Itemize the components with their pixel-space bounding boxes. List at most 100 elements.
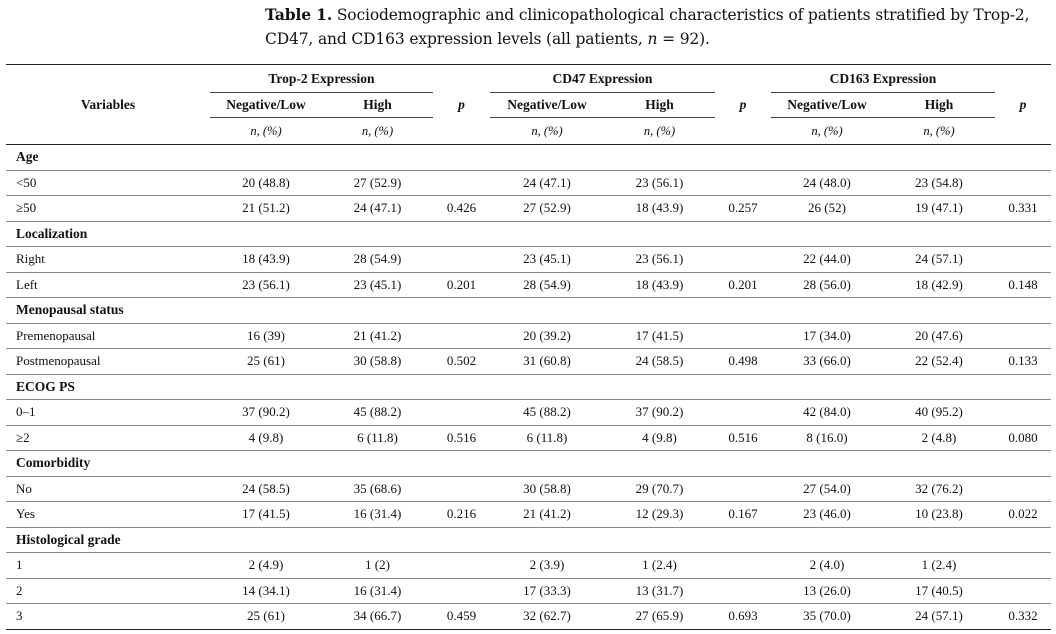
p-value-cell: 0.498: [728, 353, 758, 369]
table-row: <50 20 (48.8) 27 (52.9) 24 (47.1) 23 (56.1) 2…: [6, 170, 1051, 196]
count-cell: 1 (2): [365, 557, 390, 573]
p-value-cell: 0.201: [728, 276, 758, 292]
table-row: ≥50 21 (51.2) 24 (47.1) 0.426 27 (52.9) 18 (4…: [6, 196, 1051, 221]
row-label: No: [16, 480, 32, 496]
row-label: ≥2: [16, 429, 30, 445]
p-value-cell: [995, 323, 1051, 349]
count-cell: 10 (23.8): [915, 506, 963, 522]
p-value-cell: 0.148: [1008, 276, 1038, 292]
table-row: Premenopausal 16 (39) 21 (41.2) 20 (39.2) 17…: [6, 323, 1051, 349]
count-cell: 16 (39): [247, 327, 285, 343]
count-cell: 18 (43.9): [635, 200, 684, 216]
p-value-cell: 0.133: [1008, 353, 1038, 369]
p-value-cell: [995, 400, 1051, 426]
p-value-cell: [715, 323, 771, 349]
count-cell: 24 (48.0): [803, 174, 851, 190]
count-cell: 14 (34.1): [242, 582, 290, 598]
table-body: Age <50 20 (48.8) 27 (52.9) 24 (47.1) 23 (56.…: [6, 145, 1051, 630]
p-value-cell: [715, 553, 771, 579]
table-row: 1 2 (4.9) 1 (2) 2 (3.9) 1 (2.4) 2 (4.0) 1 (2.4…: [6, 553, 1051, 579]
row-label: Postmenopausal: [16, 353, 101, 369]
section-row: Menopausal status: [6, 298, 1051, 323]
count-cell: 21 (51.2): [242, 200, 290, 216]
count-cell: 24 (58.5): [242, 480, 290, 496]
section-title: ECOG PS: [16, 378, 75, 394]
count-cell: 24 (57.1): [915, 608, 963, 624]
table-row: Postmenopausal 25 (61) 30 (58.8) 0.502 31 (6…: [6, 349, 1051, 374]
p-value-cell: [995, 247, 1051, 273]
p-value-cell: 0.516: [446, 429, 477, 445]
count-cell: 8 (16.0): [806, 429, 848, 445]
count-cell: 35 (68.6): [353, 480, 402, 496]
table-caption-text-end: = 92).: [657, 30, 710, 48]
table-row: Right 18 (43.9) 28 (54.9) 23 (45.1) 23 (56.1…: [6, 247, 1051, 273]
p-value-cell: [995, 553, 1051, 579]
count-cell: 27 (52.9): [353, 174, 402, 190]
table-row: Yes 17 (41.5) 16 (31.4) 0.216 21 (41.2) 12 (2…: [6, 502, 1051, 527]
p-value-cell: 0.516: [728, 429, 758, 445]
p-value-cell: 0.426: [446, 200, 477, 216]
header-group-cd47: CD47 Expression: [490, 64, 715, 93]
count-cell: 40 (95.2): [915, 404, 963, 420]
count-cell: 24 (47.1): [523, 174, 571, 190]
count-cell: 28 (54.9): [523, 276, 571, 292]
count-cell: 18 (43.9): [242, 251, 290, 267]
count-cell: 17 (40.5): [915, 582, 963, 598]
header-high: High: [883, 92, 995, 118]
header-p-cd163: p: [995, 64, 1051, 145]
header-n-pct: n, (%): [490, 117, 604, 145]
header-group-cd163: CD163 Expression: [771, 64, 995, 93]
count-cell: 21 (41.2): [523, 506, 571, 522]
count-cell: 31 (60.8): [523, 353, 571, 369]
row-label: Right: [16, 251, 45, 267]
section-row: ECOG PS: [6, 374, 1051, 400]
count-cell: 45 (88.2): [523, 404, 571, 420]
p-value-cell: 0.257: [728, 200, 758, 216]
count-cell: 37 (90.2): [242, 404, 290, 420]
header-variables: Variables: [6, 64, 210, 145]
table-row: Left 23 (56.1) 23 (45.1) 0.201 28 (54.9) 18 (…: [6, 272, 1051, 298]
count-cell: 18 (42.9): [915, 276, 963, 292]
p-value-cell: [433, 476, 490, 502]
count-cell: 6 (11.8): [526, 429, 568, 445]
count-cell: 2 (4.9): [248, 557, 284, 573]
count-cell: 37 (90.2): [635, 404, 684, 420]
count-cell: 20 (48.8): [242, 174, 290, 190]
count-cell: 24 (47.1): [353, 200, 402, 216]
table-row: 2 14 (34.1) 16 (31.4) 17 (33.3) 13 (31.7) 13 …: [6, 578, 1051, 604]
count-cell: 19 (47.1): [915, 200, 963, 216]
p-value-cell: [433, 553, 490, 579]
row-label: Premenopausal: [16, 327, 96, 343]
table-row: No 24 (58.5) 35 (68.6) 30 (58.8) 29 (70.7) 27…: [6, 476, 1051, 502]
header-n-pct: n, (%): [210, 117, 322, 145]
count-cell: 26 (52): [808, 200, 846, 216]
table-caption-text: Sociodemographic and clinicopathological…: [265, 6, 1030, 48]
count-cell: 2 (4.0): [809, 557, 845, 573]
count-cell: 6 (11.8): [357, 429, 398, 445]
table-header: Variables Trop-2 Expression p CD47 Expre…: [6, 64, 1051, 145]
p-value-cell: [995, 170, 1051, 196]
count-cell: 22 (44.0): [803, 251, 851, 267]
header-high: High: [604, 92, 715, 118]
count-cell: 30 (58.8): [353, 353, 402, 369]
section-title: Menopausal status: [16, 302, 124, 318]
row-label: ≥50: [16, 200, 37, 216]
count-cell: 24 (57.1): [915, 251, 963, 267]
count-cell: 2 (4.8): [921, 429, 957, 445]
count-cell: 29 (70.7): [635, 480, 684, 496]
p-value-cell: 0.216: [446, 506, 477, 522]
count-cell: 17 (33.3): [523, 582, 571, 598]
table-row: 0–1 37 (90.2) 45 (88.2) 45 (88.2) 37 (90.2) 4…: [6, 400, 1051, 426]
count-cell: 42 (84.0): [803, 404, 851, 420]
p-value-cell: [715, 578, 771, 604]
section-title: Localization: [16, 225, 88, 241]
p-value-cell: [715, 247, 771, 273]
p-value-cell: [433, 400, 490, 426]
count-cell: 23 (56.1): [635, 174, 684, 190]
p-value-cell: 0.080: [1008, 429, 1038, 445]
row-label: 2: [16, 582, 23, 598]
table-caption-label: Table 1.: [265, 5, 333, 24]
count-cell: 33 (66.0): [803, 353, 851, 369]
p-value-cell: [715, 400, 771, 426]
header-n-pct: n, (%): [771, 117, 883, 145]
